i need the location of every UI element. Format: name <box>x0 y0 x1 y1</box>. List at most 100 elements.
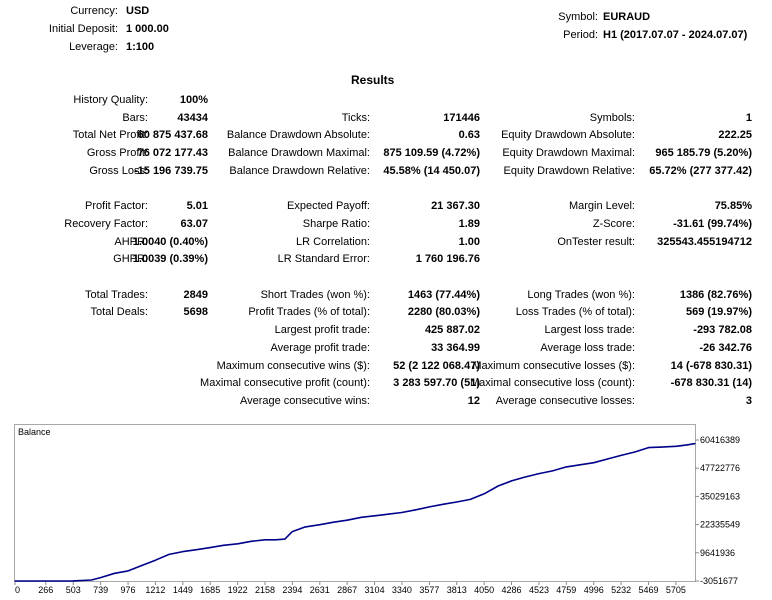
initial-deposit-value: 1 000.00 <box>126 23 169 35</box>
y-tick-label: 9641936 <box>700 548 735 558</box>
y-tick-label: 47722776 <box>700 463 740 473</box>
balance-point <box>401 511 403 514</box>
balance-point <box>291 531 293 533</box>
maximum-consecutive-wins-value: 52 (2 122 068.47) <box>393 360 480 372</box>
ticks-value: 171446 <box>443 112 480 124</box>
balance-point <box>360 516 362 518</box>
average-loss-trade-label: Average loss trade: <box>540 342 635 354</box>
balance-point <box>45 580 47 582</box>
ghpr-value: 1.0039 (0.39%) <box>132 253 208 265</box>
balance-point <box>675 445 677 447</box>
chart-title: Balance <box>18 427 51 437</box>
balance-point <box>264 539 266 541</box>
margin-level-label: Margin Level: <box>568 200 635 212</box>
x-tick-label: 1685 <box>200 585 220 595</box>
maximal-consecutive-profit-count-value: 3 283 597.70 (51) <box>393 377 480 389</box>
long-trades-won-value: 1386 (82.76%) <box>679 289 752 301</box>
balance-point <box>524 476 526 478</box>
x-tick-label: 4286 <box>501 585 521 595</box>
balance-drawdown-relative-label: Balance Drawdown Relative: <box>229 165 370 177</box>
balance-line <box>15 442 696 582</box>
maximum-consecutive-losses-label: Maximum consecutive losses ($): <box>472 360 635 372</box>
balance-point <box>90 579 93 581</box>
gross-loss-value: -15 196 739.75 <box>133 165 208 177</box>
ontester-result-label: OnTester result: <box>557 236 635 248</box>
ticks-label: Ticks: <box>341 112 370 124</box>
balance-point <box>551 470 554 472</box>
balance-point <box>114 572 116 574</box>
symbols-label: Symbols: <box>589 112 635 124</box>
balance-point <box>483 493 485 495</box>
largest-loss-trade-label: Largest loss trade: <box>544 324 636 336</box>
average-profit-trade-value: 33 364.99 <box>431 342 480 354</box>
x-tick-label: 1449 <box>173 585 193 595</box>
profit-factor-label: Profit Factor: <box>85 200 148 212</box>
average-consecutive-wins-value: 12 <box>467 395 480 407</box>
balance-point <box>195 549 197 551</box>
equity-drawdown-relative-label: Equity Drawdown Relative: <box>503 165 635 177</box>
total-deals-label: Total Deals: <box>90 306 148 318</box>
balance-point <box>14 580 16 582</box>
profit-trades-of-total-value: 2280 (80.03%) <box>407 306 480 318</box>
equity-drawdown-absolute-value: 222.25 <box>718 129 752 141</box>
x-tick-label: 5469 <box>639 585 659 595</box>
x-tick-label: 3340 <box>392 585 412 595</box>
balance-point <box>319 524 321 526</box>
balance-point <box>660 446 663 448</box>
balance-point <box>182 551 184 553</box>
balance-point <box>578 464 580 466</box>
balance-point <box>443 503 445 505</box>
lr-standard-error-label: LR Standard Error: <box>277 253 370 265</box>
x-tick-label: 2394 <box>282 585 302 595</box>
balance-point <box>647 447 650 449</box>
sharpe-ratio-value: 1.89 <box>458 218 480 230</box>
x-tick-label: 5705 <box>666 585 686 595</box>
balance-point <box>72 580 74 582</box>
x-tick-label: 976 <box>121 585 136 595</box>
ahpr-value: 1.0040 (0.40%) <box>132 236 208 248</box>
ghpr-label: GHPR: <box>113 253 148 265</box>
x-tick-label: 1922 <box>228 585 248 595</box>
balance-point <box>694 443 696 445</box>
balance-chart: Balance <box>14 424 696 582</box>
balance-point <box>606 458 608 460</box>
y-tick-label: 60416389 <box>700 435 740 445</box>
balance-point <box>333 521 335 523</box>
lr-correlation-value: 1.00 <box>458 236 480 248</box>
symbol-label: Symbol: <box>558 11 598 23</box>
expected-payoff-value: 21 367.30 <box>431 200 480 212</box>
maximal-consecutive-loss-count-label: Maximal consecutive loss (count): <box>469 377 635 389</box>
balance-point <box>634 451 636 453</box>
x-tick-label: 0 <box>15 585 20 595</box>
balance-drawdown-maximal-value: 875 109.59 (4.72%) <box>383 147 480 159</box>
lr-correlation-label: LR Correlation: <box>296 236 370 248</box>
balance-point <box>510 480 513 482</box>
long-trades-won-label: Long Trades (won %): <box>527 289 635 301</box>
x-tick-label: 3577 <box>419 585 439 595</box>
symbol-value: EURAUD <box>603 11 651 23</box>
equity-drawdown-relative-value: 65.72% (277 377.42) <box>649 165 752 177</box>
leverage-value: 1:100 <box>126 41 155 53</box>
balance-point <box>250 540 252 542</box>
maximum-consecutive-wins-label: Maximum consecutive wins ($): <box>216 360 370 372</box>
balance-point <box>497 485 499 487</box>
largest-loss-trade-value: -293 782.08 <box>693 324 752 336</box>
total-net-profit-value: 60 875 437.68 <box>137 129 208 141</box>
average-consecutive-losses-value: 3 <box>745 395 752 407</box>
balance-point <box>387 513 389 515</box>
balance-point <box>593 462 595 464</box>
balance-point <box>686 444 688 446</box>
x-tick-label: 1212 <box>145 585 165 595</box>
balance-point <box>275 539 277 541</box>
period-value: H1 (2017.07.07 - 2024.07.07) <box>603 29 748 41</box>
period-label: Period: <box>563 29 598 41</box>
balance-drawdown-absolute-value: 0.63 <box>458 129 480 141</box>
average-profit-trade-label: Average profit trade: <box>270 342 370 354</box>
gross-profit-label: Gross Profit: <box>86 147 148 159</box>
largest-profit-trade-label: Largest profit trade: <box>274 324 370 336</box>
ontester-result-value: 325543.455194712 <box>657 236 752 248</box>
balance-point <box>620 454 622 456</box>
z-score-label: Z-Score: <box>592 218 635 230</box>
equity-drawdown-absolute-label: Equity Drawdown Absolute: <box>501 129 635 141</box>
balance-point <box>168 553 170 556</box>
